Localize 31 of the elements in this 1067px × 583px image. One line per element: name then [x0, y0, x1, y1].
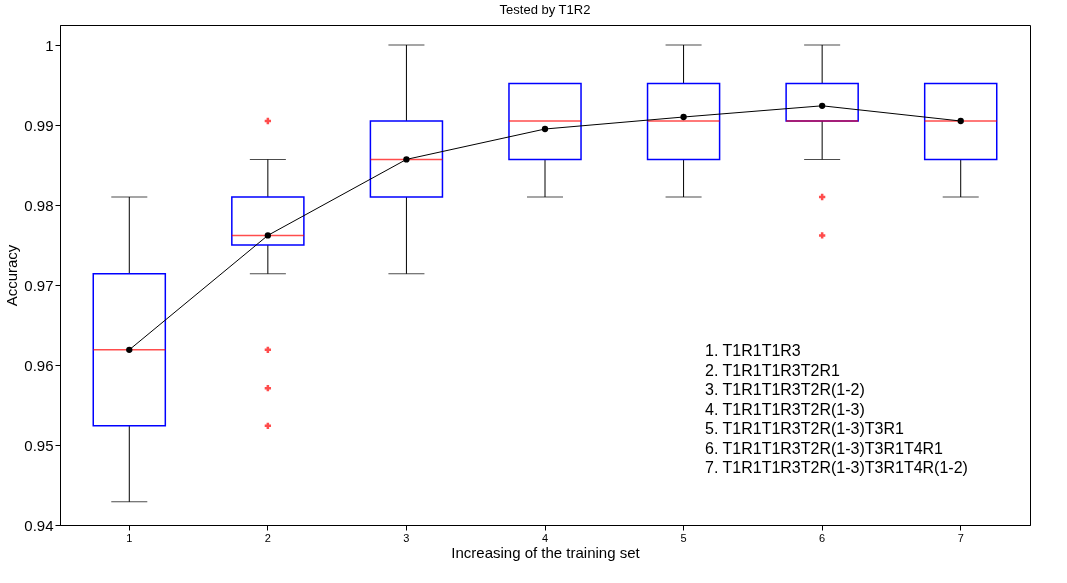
annotation: 6. T1R1T1R3T2R(1-3)T3R1T4R1 [705, 439, 944, 457]
y-axis-title: Accuracy [3, 244, 21, 307]
point [126, 346, 133, 353]
annotation: 7. T1R1T1R3T2R(1-3)T3R1T4R(1-2) [705, 459, 968, 476]
point [818, 102, 826, 109]
x-tick-label: 1 [126, 531, 133, 544]
x-axis-title: Increasing of the training set [451, 543, 641, 561]
annotation: 1. T1R1T1R3 [705, 342, 801, 359]
x-tick-label: 6 [819, 531, 826, 544]
y-tick-label: 1 [45, 36, 54, 54]
y-tick-label: 0.98 [24, 196, 54, 214]
y-tick-label: 0.94 [24, 516, 54, 534]
y-tick-label: 0.99 [24, 116, 54, 134]
y-tick-label: 0.96 [24, 356, 54, 374]
annotation: 5. T1R1T1R3T2R(1-3)T3R1 [705, 420, 904, 437]
point [264, 232, 272, 239]
annotation: 2. T1R1T1R3T2R1 [705, 361, 840, 379]
annotation: 4. T1R1T1R3T2R(1-3) [705, 400, 865, 418]
x-tick-label: 3 [403, 531, 410, 544]
annotation: 3. T1R1T1R3T2R(1-2) [705, 381, 865, 398]
point [403, 156, 410, 163]
y-tick-label: 0.97 [24, 276, 54, 294]
x-tick-label: 2 [264, 531, 271, 544]
x-tick-label: 7 [957, 531, 964, 544]
point [541, 125, 549, 133]
point [680, 113, 687, 121]
chart-title: Tested by T1R2 [499, 2, 591, 17]
point [957, 117, 964, 125]
x-tick-label: 4 [541, 531, 549, 544]
x-tick-label: 5 [680, 531, 687, 544]
y-tick-label: 0.95 [24, 436, 54, 454]
